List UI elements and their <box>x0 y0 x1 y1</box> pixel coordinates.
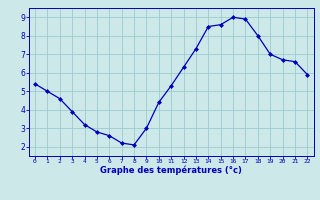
X-axis label: Graphe des températures (°c): Graphe des températures (°c) <box>100 166 242 175</box>
